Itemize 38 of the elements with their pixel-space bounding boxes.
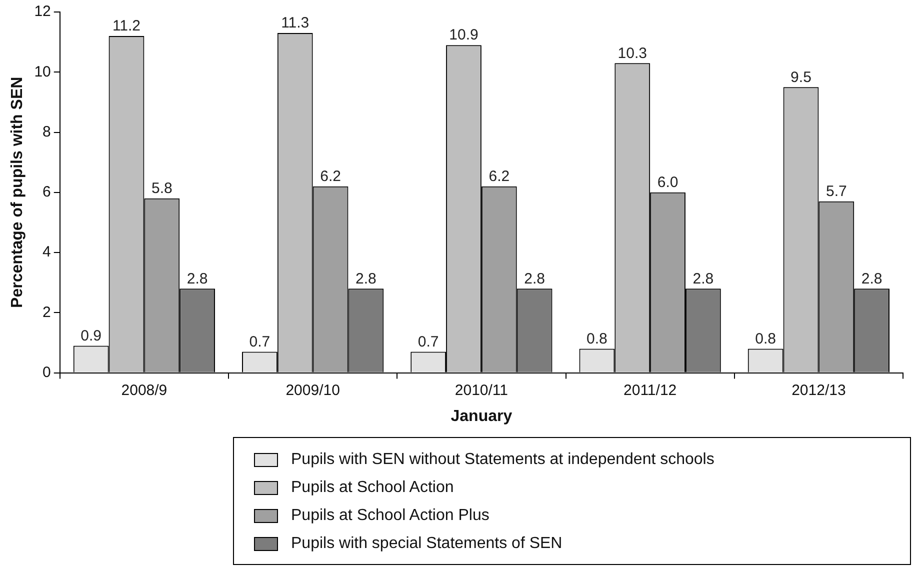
y-tick-label: 2	[42, 304, 51, 321]
data-label: 11.3	[281, 14, 310, 32]
legend-label: Pupils at School Action	[291, 479, 454, 497]
y-tick-label: 6	[42, 184, 51, 201]
x-tick-label: 2008/9	[121, 382, 168, 399]
data-label: 10.9	[449, 26, 478, 44]
y-tick-label: 10	[34, 63, 51, 80]
legend-label: Pupils with SEN without Statements at independent schools	[291, 451, 714, 469]
y-axis-title: Percentage of pupils with SEN	[9, 76, 26, 308]
data-label: 9.5	[790, 68, 812, 86]
data-label: 11.2	[112, 18, 141, 35]
x-tick-label: 2009/10	[286, 382, 340, 399]
data-label: 5.7	[826, 183, 847, 200]
data-label: 6.2	[320, 168, 341, 186]
x-tick-label: 2011/12	[624, 382, 677, 399]
data-label: 0.7	[249, 333, 270, 350]
data-label: 0.7	[418, 333, 439, 350]
legend-label: Pupils at School Action Plus	[291, 507, 490, 525]
data-label: 2.8	[692, 270, 714, 288]
x-tick-label: 2010/11	[454, 382, 508, 399]
data-label: 10.3	[618, 44, 647, 62]
y-tick-label: 8	[42, 123, 51, 140]
data-label: 6.2	[488, 168, 510, 186]
data-label: 0.8	[755, 330, 776, 348]
data-label: 0.9	[80, 327, 102, 344]
x-axis-title: January	[450, 408, 512, 425]
data-label: 6.0	[657, 174, 678, 192]
y-tick-label: 0	[42, 364, 51, 381]
data-label: 2.8	[186, 270, 208, 288]
x-tick-label: 2012/13	[792, 382, 846, 399]
legend-label: Pupils with special Statements of SEN	[291, 535, 562, 553]
data-label: 2.8	[524, 270, 545, 288]
y-tick-label: 12	[34, 3, 51, 20]
data-label: 0.8	[586, 330, 608, 348]
data-label: 2.8	[861, 270, 882, 288]
y-tick-label: 4	[42, 244, 51, 261]
data-label: 2.8	[356, 270, 376, 288]
data-label: 5.8	[151, 180, 172, 198]
